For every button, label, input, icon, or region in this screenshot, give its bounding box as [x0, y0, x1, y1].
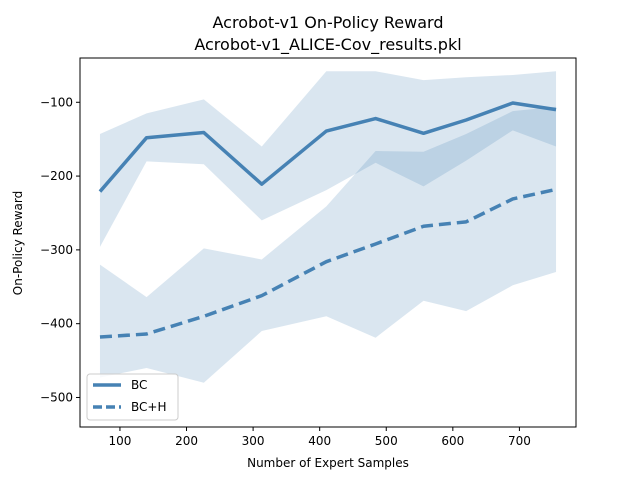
confidence-bands [99, 71, 557, 383]
x-axis-label: Number of Expert Samples [247, 456, 409, 470]
y-tick-label: −200 [40, 169, 73, 183]
y-tick-label: −300 [40, 243, 73, 257]
chart-title: Acrobot-v1 On-Policy Reward [213, 13, 444, 32]
plot-frame [79, 57, 577, 428]
x-tick-label: 100 [108, 434, 131, 448]
x-tick-label: 500 [375, 434, 398, 448]
x-tick-label: 400 [308, 434, 331, 448]
series-line-0 [98, 101, 557, 193]
y-tick-label: −100 [40, 95, 73, 109]
x-tick-label: 200 [175, 434, 198, 448]
legend: BC BC+H [86, 373, 179, 421]
y-tick-label: −400 [40, 317, 73, 331]
y-axis-ticks: −100 −200 −300 −400 −500 [40, 95, 80, 404]
x-tick-label: 600 [441, 434, 464, 448]
band-0 [99, 71, 557, 247]
chart-subtitle: Acrobot-v1_ALICE-Cov_results.pkl [194, 35, 461, 55]
x-tick-label: 700 [508, 434, 531, 448]
y-axis-label: On-Policy Reward [11, 191, 25, 295]
legend-label-bch: BC+H [131, 400, 166, 414]
series-lines [98, 101, 557, 339]
y-tick-label: −500 [40, 390, 73, 404]
x-tick-label: 300 [242, 434, 265, 448]
x-axis-ticks: 100 200 300 400 500 600 700 [108, 427, 531, 448]
legend-label-bc: BC [131, 378, 147, 392]
series-line-1 [99, 187, 557, 339]
